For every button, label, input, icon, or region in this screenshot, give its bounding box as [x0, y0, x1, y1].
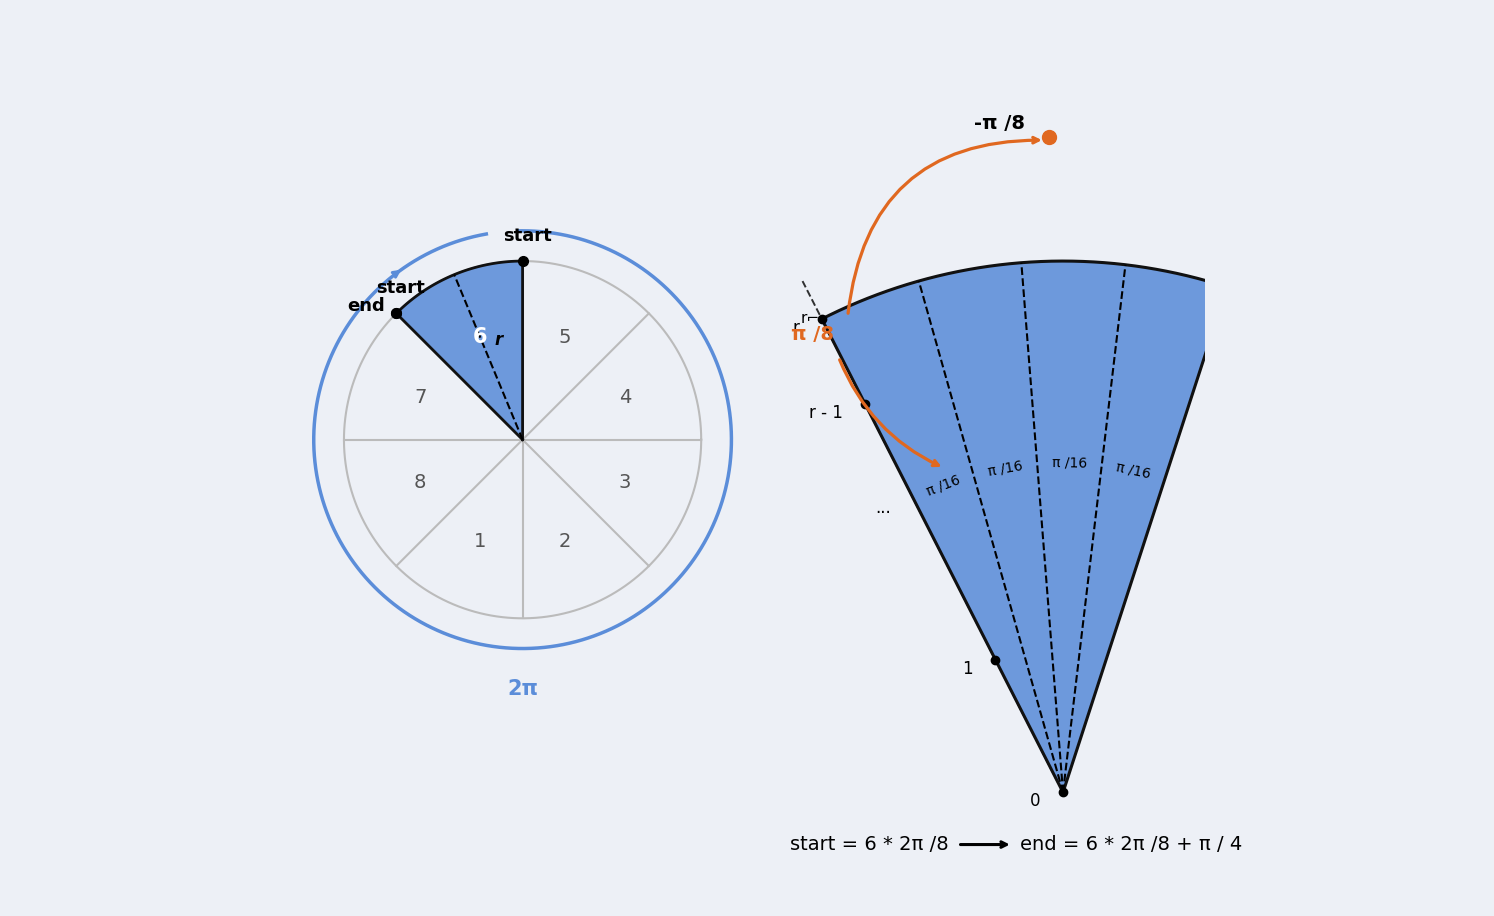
Text: 1: 1 [962, 660, 973, 678]
Text: 4: 4 [619, 387, 630, 407]
Text: -π /8: -π /8 [974, 114, 1025, 133]
Polygon shape [396, 261, 523, 440]
Text: end = 6 * 2π /8 + π / 4: end = 6 * 2π /8 + π / 4 [1020, 835, 1242, 854]
Text: 0: 0 [1029, 792, 1040, 811]
Text: 2π: 2π [506, 679, 538, 699]
Text: r⌐: r⌐ [801, 311, 820, 326]
Text: 1: 1 [474, 532, 487, 551]
Text: π /8: π /8 [790, 325, 834, 344]
Text: 6: 6 [474, 327, 487, 347]
Text: start: start [376, 278, 426, 297]
Text: start = 6 * 2π /8: start = 6 * 2π /8 [790, 835, 949, 854]
Text: π /16: π /16 [1115, 460, 1152, 481]
Text: r: r [495, 332, 502, 349]
Text: 7: 7 [414, 387, 426, 407]
Text: 8: 8 [414, 473, 426, 492]
Text: 3: 3 [619, 473, 630, 492]
Text: end: end [348, 297, 385, 315]
Text: π /16: π /16 [986, 458, 1023, 478]
Text: ...: ... [875, 499, 890, 517]
Text: π /16: π /16 [925, 473, 962, 498]
Text: π /16: π /16 [1052, 455, 1088, 470]
Text: r: r [792, 319, 799, 337]
Text: 2: 2 [559, 532, 571, 551]
Text: r - 1: r - 1 [808, 404, 843, 422]
Text: 5: 5 [559, 328, 571, 347]
Polygon shape [822, 261, 1227, 792]
Text: start: start [503, 226, 551, 245]
